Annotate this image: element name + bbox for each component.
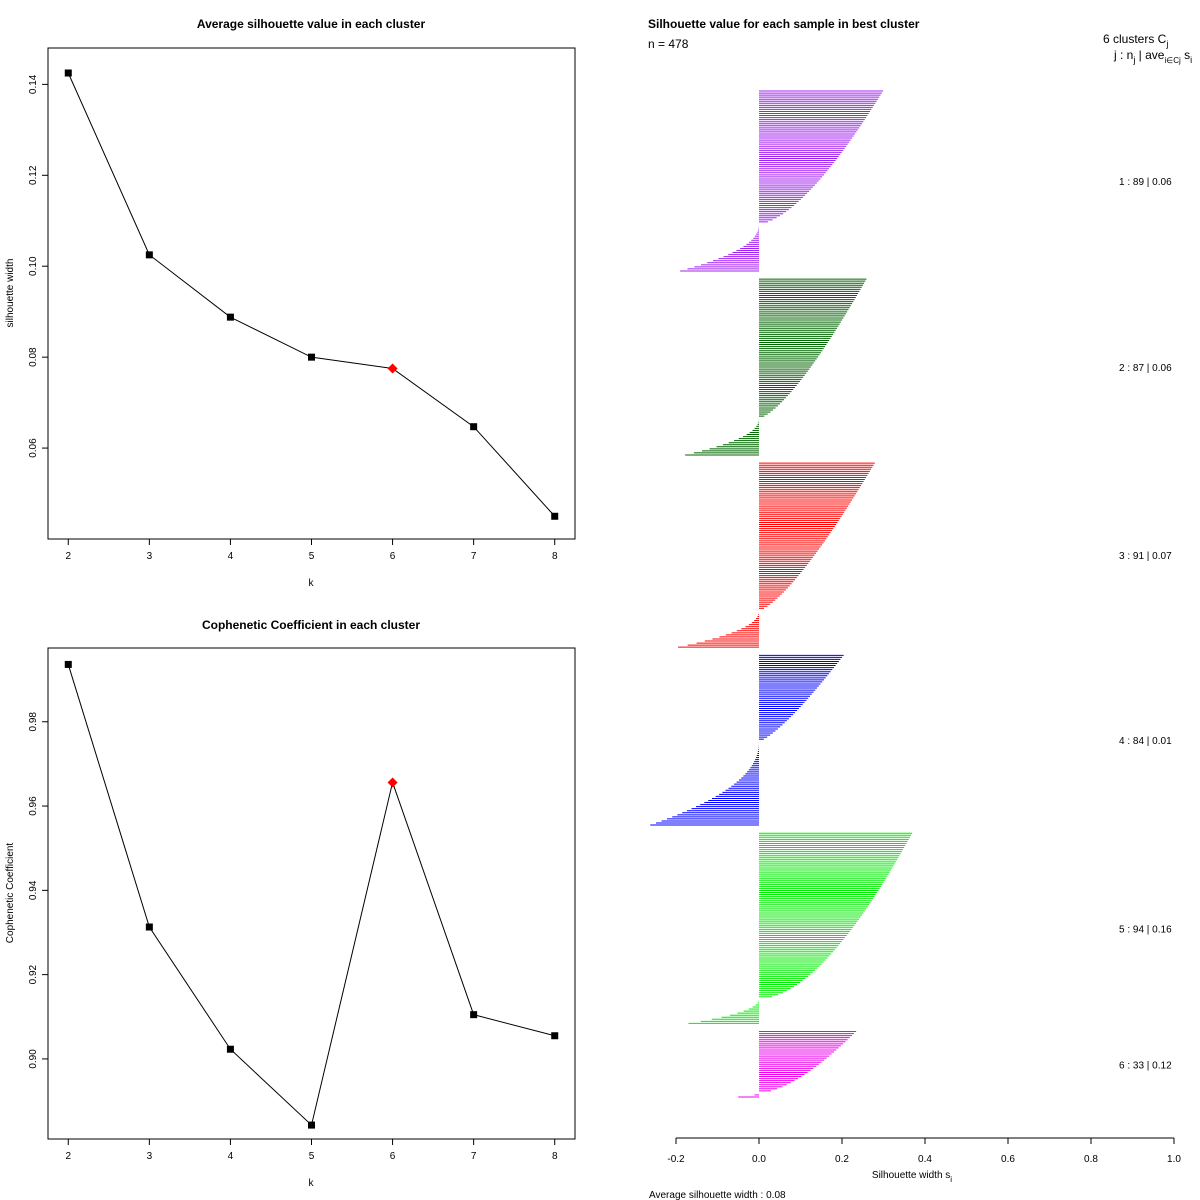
- y-tick-label: 0.08: [28, 347, 39, 367]
- data-point: [64, 69, 72, 77]
- x-tick-label: 8: [552, 1151, 558, 1162]
- x-tick-label: 7: [471, 551, 477, 562]
- y-tick-label: 0.94: [28, 880, 39, 900]
- cluster-2-bars: [685, 278, 867, 456]
- x-axis-label: k: [309, 1178, 315, 1189]
- x-tick-label: 2: [65, 551, 71, 562]
- cluster-4-bars: [650, 654, 844, 826]
- x-tick-label: 0.2: [835, 1154, 849, 1165]
- data-point: [145, 251, 153, 259]
- data-point: [145, 923, 153, 931]
- silhouette-bar-plot: Silhouette value for each sample in best…: [648, 17, 1192, 1200]
- cluster-6-label: 6 : 33 | 0.12: [1119, 1060, 1172, 1071]
- x-tick-label: 2: [65, 1151, 71, 1162]
- x-tick-label: 1.0: [1167, 1154, 1181, 1165]
- data-point: [226, 1045, 234, 1053]
- x-axis: 2 3 4 5 6 7 8: [65, 1138, 558, 1162]
- x-tick-label: 7: [471, 1151, 477, 1162]
- y-tick-label: 0.92: [28, 964, 39, 984]
- chart-title: Cophenetic Coefficient in each cluster: [202, 618, 420, 632]
- x-axis-label: k: [309, 578, 315, 589]
- x-tick-label: 3: [147, 551, 153, 562]
- x-tick-label: 6: [390, 551, 396, 562]
- x-tick-label: 8: [552, 551, 558, 562]
- cluster-3-label: 3 : 91 | 0.07: [1119, 551, 1172, 562]
- y-tick-label: 0.96: [28, 796, 39, 816]
- y-tick-label: 0.90: [28, 1049, 39, 1069]
- data-point: [551, 1032, 559, 1040]
- x-tick-label: 3: [147, 1151, 153, 1162]
- average-silhouette-width: Average silhouette width : 0.08: [649, 1190, 786, 1200]
- silhouette-line-chart: Average silhouette value in each cluster…: [5, 17, 576, 589]
- y-tick-label: 0.14: [28, 74, 39, 94]
- x-tick-label: 0.6: [1001, 1154, 1015, 1165]
- x-tick-label: 0.8: [1084, 1154, 1098, 1165]
- y-tick-label: 0.98: [28, 712, 39, 732]
- data-point: [226, 313, 234, 321]
- chart-title: Average silhouette value in each cluster: [197, 17, 426, 31]
- x-tick-label: 0.0: [752, 1154, 766, 1165]
- y-tick-label: 0.06: [28, 438, 39, 458]
- y-axis-label: Cophenetic Coefficient: [5, 843, 16, 944]
- y-tick-label: 0.10: [28, 256, 39, 276]
- x-tick-label: 6: [390, 1151, 396, 1162]
- data-point: [470, 1011, 478, 1019]
- data-point: [470, 423, 478, 431]
- cophenetic-line-chart: Cophenetic Coefficient in each cluster 2…: [5, 618, 576, 1189]
- data-point: [308, 353, 315, 361]
- y-axis-label: silhouette width: [5, 259, 16, 328]
- x-axis-label: Silhouette width si: [872, 1170, 952, 1184]
- x-tick-label: 4: [228, 1151, 234, 1162]
- cluster-2-label: 2 : 87 | 0.06: [1119, 363, 1172, 374]
- y-tick-label: 0.12: [28, 165, 39, 185]
- cluster-5-bars: [688, 832, 913, 1024]
- legend-header-1: 6 clusters Cj: [1103, 32, 1168, 49]
- data-point: [308, 1121, 315, 1129]
- cluster-6-bars: [738, 1031, 857, 1098]
- cluster-1-bars: [680, 90, 884, 272]
- x-tick-label: 5: [309, 1151, 315, 1162]
- x-tick-label: 0.4: [918, 1154, 932, 1165]
- cluster-3-bars: [678, 462, 875, 648]
- cluster-5-label: 5 : 94 | 0.16: [1119, 924, 1172, 935]
- y-axis: 0.06 0.08 0.10 0.12 0.14: [28, 74, 49, 458]
- chart-title: Silhouette value for each sample in best…: [648, 17, 920, 31]
- x-axis: 2 3 4 5 6 7 8: [65, 538, 558, 562]
- data-point: [64, 660, 72, 668]
- cluster-4-label: 4 : 84 | 0.01: [1119, 736, 1172, 747]
- highlight-point: [387, 363, 398, 374]
- x-tick-label: 4: [228, 551, 234, 562]
- data-point: [551, 512, 559, 520]
- cluster-1-label: 1 : 89 | 0.06: [1119, 177, 1172, 188]
- x-tick-label: 5: [309, 551, 315, 562]
- legend-header-2: j : nj | avei∈Cj si: [1113, 48, 1192, 65]
- highlight-point: [387, 777, 398, 788]
- sample-count: n = 478: [648, 37, 689, 51]
- y-axis: 0.90 0.92 0.94 0.96 0.98: [28, 712, 49, 1139]
- x-tick-label: -0.2: [667, 1154, 685, 1165]
